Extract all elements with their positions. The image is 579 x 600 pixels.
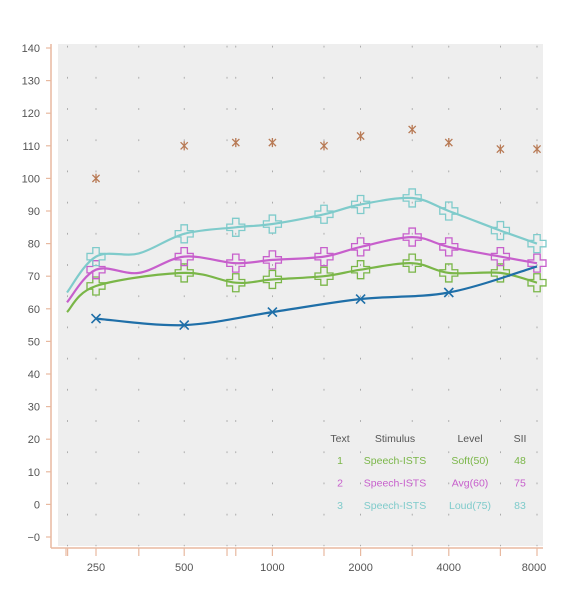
y-tick-label: 70	[28, 271, 40, 283]
marker-ucl	[408, 124, 417, 135]
marker-loud	[262, 214, 283, 234]
marker-ucl	[180, 141, 189, 151]
series-avg	[66, 227, 547, 304]
legend-cell-stimulus: Speech-ISTS	[364, 478, 426, 490]
series-threshold	[90, 265, 538, 331]
series-line-threshold	[95, 265, 538, 327]
marker-threshold	[443, 287, 454, 298]
marker-threshold	[355, 293, 366, 305]
marker-avg	[262, 250, 283, 270]
marker-avg	[527, 253, 547, 273]
marker-soft	[174, 263, 194, 283]
x-tick-label: 250	[87, 562, 105, 574]
y-tick-label: 30	[28, 402, 40, 414]
marker-avg	[350, 237, 371, 257]
marker-loud	[86, 246, 106, 267]
legend-table: Text Stimulus Level SII 1 Speech-ISTS Soft(50)…	[330, 433, 526, 512]
x-tick-label: 4000	[437, 562, 461, 574]
marker-soft	[226, 273, 246, 293]
legend-header: Stimulus	[375, 433, 415, 445]
y-tick-label: 0	[34, 499, 40, 511]
marker-soft	[314, 266, 334, 286]
marker-ucl	[444, 137, 453, 148]
marker-soft	[350, 260, 371, 280]
marker-ucl	[496, 144, 505, 154]
legend-header: Text	[330, 433, 349, 445]
marker-loud	[527, 233, 547, 254]
axes	[46, 44, 543, 556]
series-line-loud	[66, 196, 538, 294]
marker-loud	[174, 224, 194, 244]
x-tick-label: 500	[175, 562, 193, 574]
marker-soft	[402, 253, 422, 273]
y-tick-label: 130	[22, 76, 40, 88]
marker-loud	[490, 220, 511, 241]
y-tick-label: 100	[22, 173, 40, 185]
x-axis-tick-labels: 250 500 1000 2000 4000 8000	[87, 562, 546, 574]
y-tick-label: 140	[22, 43, 40, 55]
y-tick-label: 40	[28, 369, 40, 381]
marker-avg	[226, 253, 246, 273]
marker-ucl	[231, 137, 240, 148]
marker-avg	[439, 237, 459, 257]
series-line-soft	[66, 262, 538, 313]
legend-cell-sii: 83	[514, 500, 526, 512]
marker-avg	[490, 246, 511, 267]
y-tick-label: 90	[28, 206, 40, 218]
marker-soft	[490, 263, 511, 283]
marker-threshold	[179, 320, 190, 331]
marker-ucl	[268, 137, 277, 148]
marker-loud	[314, 204, 334, 224]
y-tick-label: 60	[28, 304, 40, 316]
y-tick-label: 20	[28, 434, 40, 446]
marker-loud	[226, 217, 246, 237]
y-tick-label: 120	[22, 108, 40, 120]
marker-soft	[439, 263, 459, 283]
marker-soft	[527, 273, 547, 293]
x-tick-label: 8000	[522, 562, 546, 574]
legend-cell-sii: 48	[514, 455, 526, 467]
legend-cell-stimulus: Speech-ISTS	[364, 500, 426, 512]
series-layer	[66, 124, 547, 331]
y-tick-label: 50	[28, 336, 40, 348]
legend-header: Level	[457, 433, 482, 445]
x-tick-label: 1000	[260, 562, 284, 574]
y-tick-label: 10	[28, 467, 40, 479]
marker-avg	[402, 227, 422, 247]
legend-cell-level: Soft(50)	[451, 455, 488, 467]
y-tick-label: 80	[28, 239, 40, 251]
legend-header: SII	[514, 433, 527, 445]
legend-cell-text: 1	[337, 455, 343, 467]
marker-ucl	[319, 141, 329, 151]
legend-cell-stimulus: Speech-ISTS	[364, 455, 426, 467]
marker-threshold	[90, 313, 102, 324]
marker-avg	[86, 260, 106, 280]
series-line-avg	[66, 235, 538, 304]
y-tick-label: 110	[22, 141, 40, 153]
series-loud	[66, 188, 547, 294]
series-ucl	[91, 124, 542, 183]
marker-soft	[86, 276, 106, 296]
legend-cell-text: 3	[337, 500, 343, 512]
legend-cell-level: Avg(60)	[452, 478, 489, 490]
marker-threshold	[267, 306, 278, 318]
y-tick-label: −0	[27, 532, 40, 544]
plot-background	[58, 44, 543, 546]
marker-avg	[174, 246, 194, 267]
legend-cell-text: 2	[337, 478, 343, 490]
marker-ucl	[91, 173, 101, 183]
marker-ucl	[532, 144, 542, 154]
marker-soft	[262, 269, 283, 290]
x-tick-label: 2000	[348, 562, 372, 574]
marker-ucl	[356, 131, 365, 141]
series-soft	[66, 253, 547, 313]
marker-loud	[350, 194, 371, 215]
legend-cell-level: Loud(75)	[449, 500, 491, 512]
legend-cell-sii: 75	[514, 478, 526, 490]
marker-loud	[439, 201, 459, 221]
marker-loud	[402, 188, 422, 208]
marker-avg	[314, 246, 334, 267]
